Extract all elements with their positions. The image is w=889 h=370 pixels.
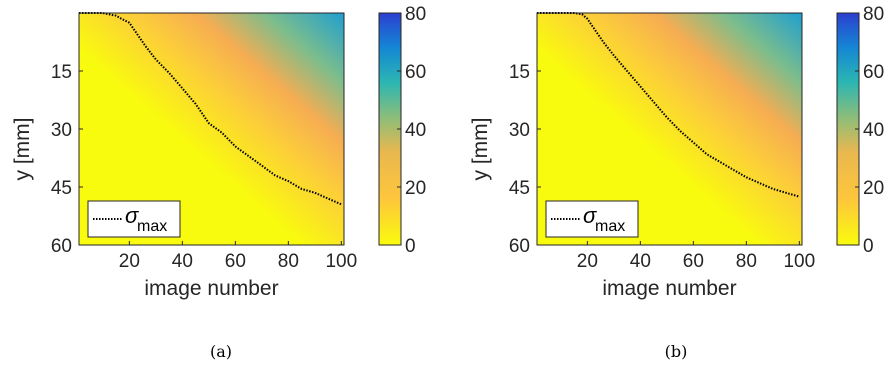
colorbar-tick-label: 20 [863,178,884,199]
legend-subscript-a: max [137,218,167,235]
sigma-max-curve-b [537,12,800,198]
x-tick-label: 60 [683,251,704,272]
legend-a: σ max [87,200,181,238]
legend-symbol-b: σ [583,203,597,228]
colorbar-tick-label: 0 [863,236,874,257]
colorbar-tick-label: 40 [405,120,426,141]
x-tick-label: 40 [172,251,193,272]
legend-subscript-b: max [595,218,625,235]
legend-symbol-a: σ [125,203,139,228]
x-axis-label-a: image number [144,277,278,300]
x-tick-label: 80 [736,251,757,272]
x-tick-label: 60 [225,251,246,272]
y-tick-label: 60 [509,236,530,257]
colorbar-ticks-b: 0 20 40 60 80 [855,4,884,257]
y-ticks-a: 15 30 45 60 [51,62,83,257]
panel-b: 20 40 60 80 100 15 30 45 60 0 20 40 60 80 image num… [469,4,884,361]
x-tick-label: 20 [577,251,598,272]
y-tick-label: 30 [509,120,530,141]
y-tick-label: 60 [51,236,72,257]
y-axis-label-a: y [mm] [11,118,34,181]
y-tick-label: 45 [51,178,72,199]
x-tick-label: 20 [119,251,140,272]
panel-a: 20 40 60 80 100 15 30 45 60 0 20 40 60 80 image num… [11,4,426,361]
y-tick-label: 45 [509,178,530,199]
x-tick-label: 40 [630,251,651,272]
x-tick-label: 100 [783,251,815,272]
caption-a: (a) [210,342,232,361]
y-tick-label: 15 [509,62,530,83]
colorbar-tick-label: 80 [863,4,884,25]
y-axis-label-b: y [mm] [469,118,492,181]
colorbar-tick-label: 40 [863,120,884,141]
colorbar-tick-label: 20 [405,178,426,199]
y-tick-label: 15 [51,62,72,83]
y-ticks-b: 15 30 45 60 [509,62,541,257]
legend-b: σ max [545,200,639,238]
colorbar-tick-label: 80 [405,4,426,25]
y-tick-label: 30 [51,120,72,141]
colorbar-tick-label: 60 [863,62,884,83]
x-ticks-a: 20 40 60 80 100 [119,241,357,272]
x-axis-label-b: image number [602,277,736,300]
colorbar-tick-label: 0 [405,236,416,257]
colorbar-tick-label: 60 [405,62,426,83]
x-tick-label: 100 [325,251,357,272]
sigma-max-curve-a [79,12,342,206]
x-ticks-b: 20 40 60 80 100 [577,241,815,272]
x-tick-label: 80 [278,251,299,272]
colorbar-ticks-a: 0 20 40 60 80 [397,4,426,257]
caption-b: (b) [665,342,688,361]
